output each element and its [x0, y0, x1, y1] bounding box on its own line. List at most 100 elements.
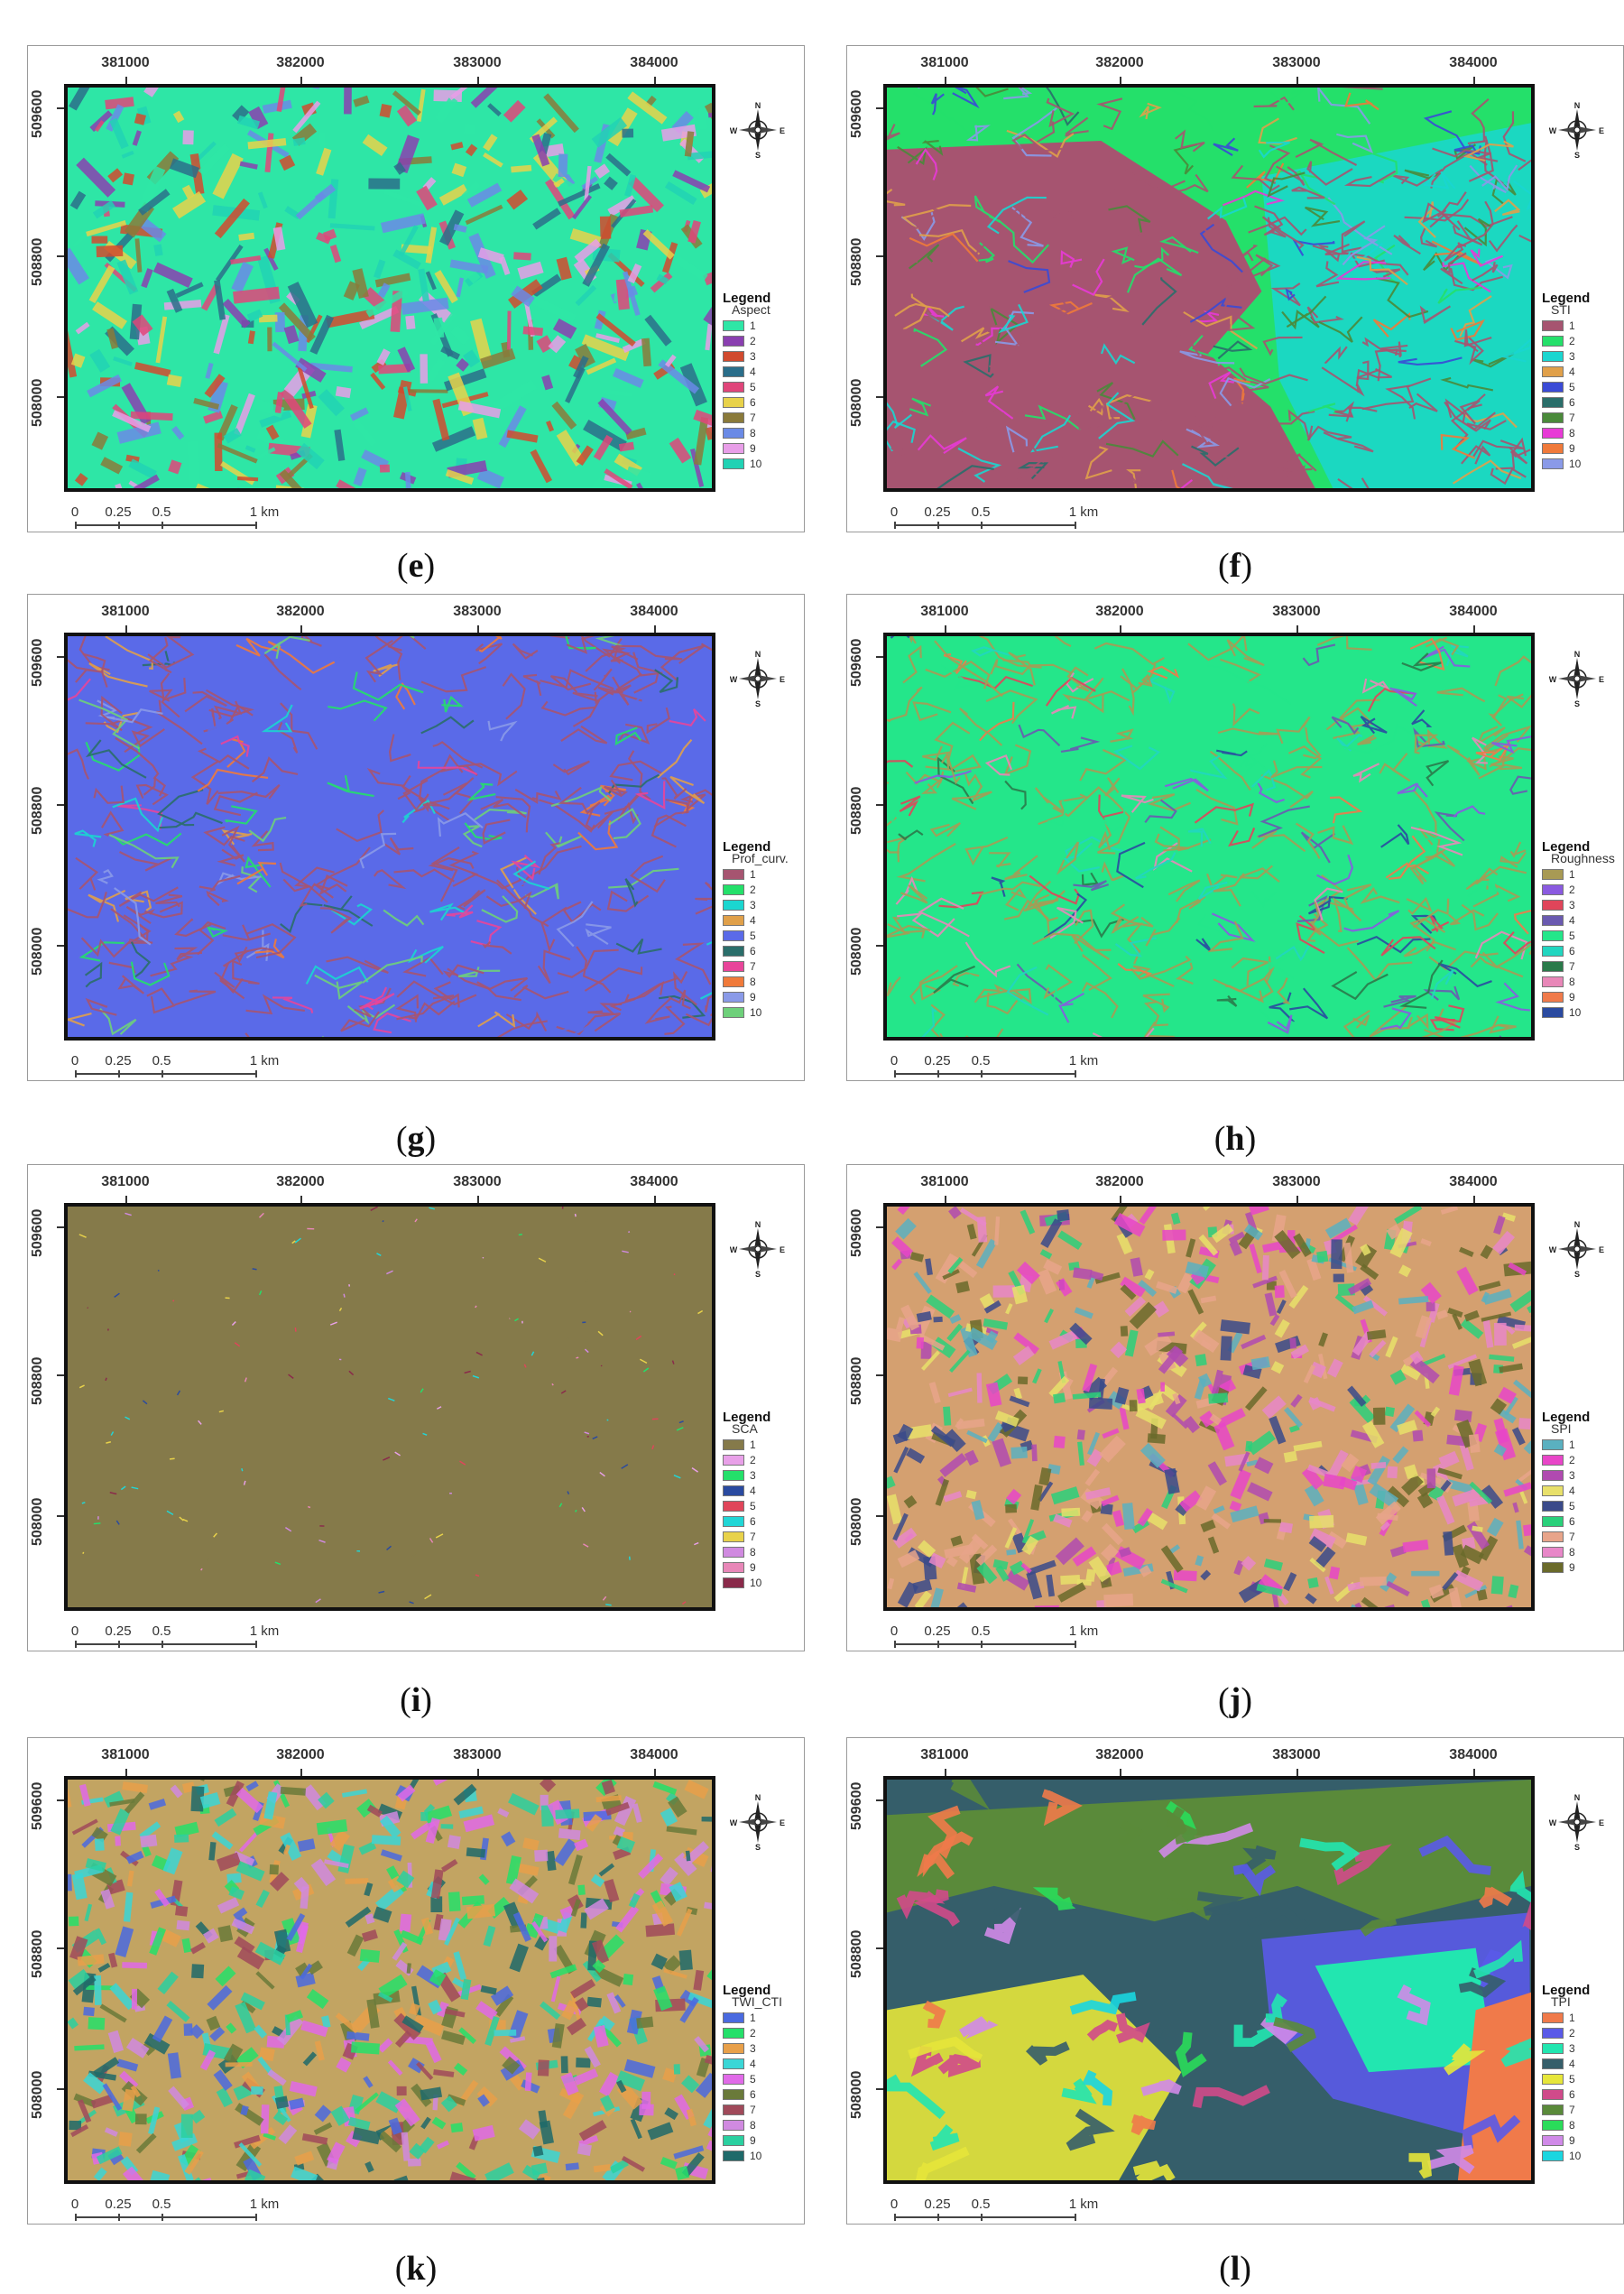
scale-label: 0: [890, 2197, 899, 2212]
scale-line: [894, 2216, 1075, 2218]
legend-class-label: 9: [750, 990, 756, 1004]
x-tick-mark: [300, 1196, 302, 1203]
y-tick-mark: [57, 1515, 64, 1517]
legend-class-label: 6: [1569, 944, 1575, 957]
panel-letter: l: [1230, 2250, 1241, 2288]
legend-swatch: [723, 319, 744, 331]
legend-class-label: 2: [750, 883, 756, 896]
north-arrow-icon: N S W E: [730, 651, 785, 707]
legend-swatch: [1542, 427, 1564, 439]
x-tick-mark: [125, 625, 127, 633]
legend-item: 7: [1542, 958, 1623, 974]
legend-class-label: 2: [1569, 2026, 1575, 2040]
legend-class-label: 3: [1569, 1468, 1575, 1482]
legend-class-label: 8: [750, 2118, 756, 2132]
legend-item: 7: [1542, 2102, 1623, 2117]
legend-swatch: [1542, 1531, 1564, 1542]
legend-class-label: 7: [1569, 1530, 1575, 1543]
legend-class-label: 6: [750, 2087, 756, 2101]
legend-swatch: [1542, 365, 1564, 377]
compass-n-label: N: [1574, 1221, 1581, 1229]
legend-item: 5: [1542, 2071, 1623, 2086]
scale-label: 0.25: [105, 2197, 132, 2212]
compass-e-label: E: [780, 675, 785, 684]
raster-map-spi: [883, 1203, 1535, 1611]
legend-item: 1: [1542, 2010, 1623, 2025]
legend-class-label: 10: [1569, 1005, 1582, 1019]
x-tick-mark: [1120, 1196, 1121, 1203]
compass-e-label: E: [1599, 1245, 1604, 1254]
legend-swatch: [1542, 883, 1564, 895]
legend-item: 10: [723, 1004, 804, 1020]
y-tick-label: 508000: [849, 1497, 864, 1546]
legend-item: 3: [1542, 897, 1623, 912]
y-tick-label: 508000: [849, 2070, 864, 2119]
x-tick-mark: [1120, 1769, 1121, 1776]
legend-class-label: 4: [1569, 2057, 1575, 2070]
y-tick-label: 508000: [30, 1497, 45, 1546]
legend-class-label: 6: [750, 944, 756, 957]
compass-s-label: S: [1574, 699, 1580, 707]
legend: Legend Prof_curv. 1 2 3 4 5 6 7 8 9 10: [723, 840, 804, 1020]
compass-w-label: W: [1549, 675, 1557, 684]
map-panel-f: 381000 382000 383000 384000 509600 508800 5080…: [846, 45, 1624, 532]
scale-bar: 0 0.25 0.5 1 km: [71, 2197, 337, 2224]
scale-line: [894, 1073, 1075, 1075]
y-tick-label: 508800: [849, 786, 864, 835]
scale-label: 0.25: [924, 1053, 951, 1068]
x-tick-label: 382000: [1095, 1747, 1144, 1762]
legend-swatch: [723, 2150, 744, 2161]
x-tick-label: 384000: [630, 604, 678, 619]
x-tick-label: 381000: [101, 1174, 150, 1189]
x-tick-label: 382000: [276, 55, 325, 70]
scale-line: [894, 1643, 1075, 1645]
legend-item: 7: [1542, 410, 1623, 425]
map-panel-e: 381000 382000 383000 384000 509600 508800 5080…: [27, 45, 805, 532]
legend-swatch: [723, 868, 744, 880]
compass-w-label: W: [1549, 1245, 1557, 1254]
compass-w-label: W: [1549, 126, 1557, 135]
legend-swatch: [723, 1454, 744, 1466]
legend-class-label: 2: [750, 2026, 756, 2040]
x-tick-label: 383000: [1272, 55, 1321, 70]
scale-line: [894, 524, 1075, 526]
legend-item: 7: [1542, 1529, 1623, 1544]
panel-letter: i: [411, 1681, 421, 1719]
legend-class-label: 9: [1569, 990, 1575, 1004]
legend-class-label: 7: [1569, 2103, 1575, 2116]
y-tick-mark: [57, 1947, 64, 1949]
legend-item: 3: [723, 1467, 804, 1483]
legend-item: 4: [1542, 2056, 1623, 2071]
x-tick-label: 383000: [1272, 1747, 1321, 1762]
legend-item: 3: [1542, 1467, 1623, 1483]
y-tick-label: 508800: [849, 1929, 864, 1978]
legend-item: 6: [723, 394, 804, 410]
x-tick-label: 383000: [453, 55, 502, 70]
legend-swatch: [723, 2088, 744, 2100]
legend-title: Legend: [723, 1983, 771, 1998]
legend-class-label: 5: [1569, 929, 1575, 942]
legend-swatch: [723, 899, 744, 911]
legend-class-label: 5: [750, 1499, 756, 1512]
raster-map-sti: [883, 84, 1535, 492]
legend-swatch: [723, 1531, 744, 1542]
legend-field-name: SPI: [1551, 1421, 1572, 1436]
legend-swatch: [1542, 319, 1564, 331]
scale-tick: [1075, 522, 1076, 529]
legend-swatch: [723, 2027, 744, 2039]
x-tick-mark: [477, 1769, 479, 1776]
legend-class-label: 3: [750, 898, 756, 911]
legend-swatch: [1542, 914, 1564, 926]
legend-swatch: [1542, 2119, 1564, 2131]
y-tick-label: 509600: [849, 1781, 864, 1830]
scale-label: 0: [70, 1053, 79, 1068]
y-tick-label: 509600: [30, 1208, 45, 1257]
y-tick-label: 508000: [849, 378, 864, 427]
y-tick-mark: [57, 255, 64, 257]
y-tick-label: 509600: [849, 89, 864, 138]
legend-class-label: 8: [750, 975, 756, 988]
legend-title: Legend: [723, 839, 771, 855]
legend-item: 7: [723, 410, 804, 425]
legend-swatch: [1542, 2027, 1564, 2039]
compass-s-label: S: [755, 151, 761, 158]
